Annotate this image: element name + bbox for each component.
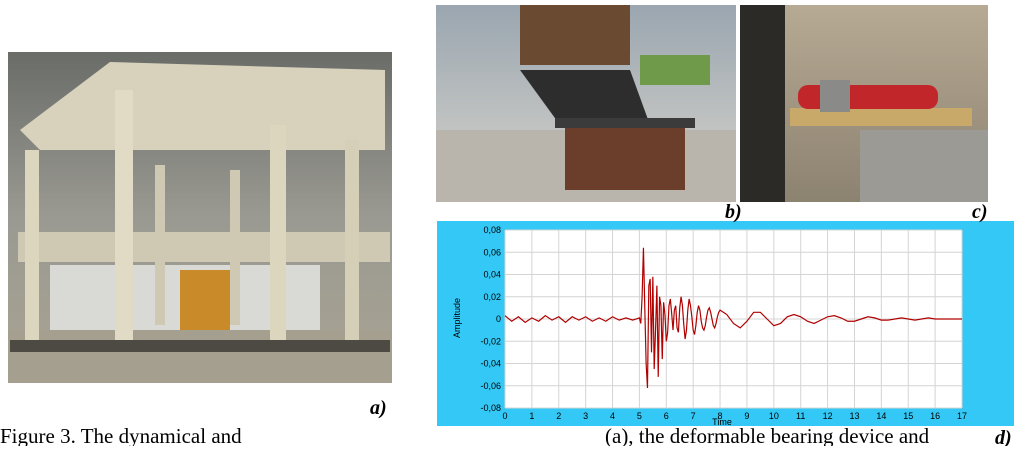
x-tick-label: 7 <box>691 411 696 421</box>
y-tick-label: 0,06 <box>483 247 501 257</box>
caption: Figure 3. The dynamical and <box>0 424 242 446</box>
panel-label: c) <box>972 201 988 223</box>
photo-bearing <box>436 5 736 202</box>
x-tick-label: 15 <box>903 411 913 421</box>
x-tick-label: 6 <box>664 411 669 421</box>
x-tick-label: 2 <box>556 411 561 421</box>
x-tick-label: 0 <box>502 411 507 421</box>
panel-label: b) <box>725 201 742 223</box>
x-tick-label: 11 <box>796 411 805 421</box>
photo-sensor <box>740 5 988 202</box>
y-tick-label: 0,04 <box>483 270 501 280</box>
y-tick-label: -0,04 <box>480 359 501 369</box>
x-tick-label: 5 <box>637 411 642 421</box>
y-tick-label: 0,02 <box>483 292 501 302</box>
x-tick-label: 16 <box>930 411 940 421</box>
y-tick-label: -0,08 <box>480 403 501 413</box>
y-tick-label: -0,02 <box>480 336 501 346</box>
y-tick-label: -0,06 <box>480 381 501 391</box>
panel-label: d) <box>995 427 1012 446</box>
y-axis-label: Amplitude <box>452 298 462 338</box>
panel-label: a) <box>370 397 387 419</box>
x-tick-label: 14 <box>876 411 886 421</box>
x-tick-label: 4 <box>610 411 615 421</box>
x-tick-label: 13 <box>849 411 859 421</box>
x-tick-label: 12 <box>823 411 833 421</box>
y-tick-label: 0 <box>496 314 501 324</box>
y-tick-label: 0,08 <box>483 225 501 235</box>
x-tick-label: 10 <box>769 411 779 421</box>
x-tick-label: 9 <box>744 411 749 421</box>
figure: -0,08-0,06-0,04-0,0200,020,040,060,08012… <box>0 0 1014 446</box>
x-tick-label: 1 <box>529 411 534 421</box>
x-tick-label: 3 <box>583 411 588 421</box>
x-tick-label: 17 <box>957 411 967 421</box>
figure-canvas: -0,08-0,06-0,04-0,0200,020,040,060,08012… <box>0 0 1014 446</box>
caption: (a), the deformable bearing device and <box>605 424 930 446</box>
photo-frame <box>8 52 392 383</box>
